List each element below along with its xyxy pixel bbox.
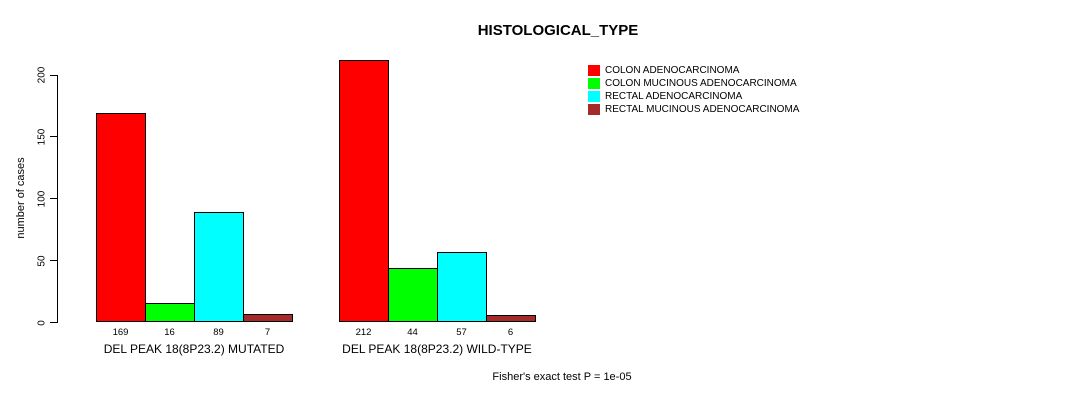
y-tick-label: 100 <box>36 190 48 208</box>
chart-title: HISTOLOGICAL_TYPE <box>477 22 639 39</box>
bar-value-label: 6 <box>507 327 514 338</box>
bar-value-label: 44 <box>407 327 418 338</box>
bar-value-label: 89 <box>213 327 224 338</box>
bar <box>437 251 487 323</box>
legend-item: COLON ADENOCARCINOMA <box>588 64 799 77</box>
legend-label: COLON ADENOCARCINOMA <box>605 65 740 76</box>
bar <box>145 302 195 323</box>
bar <box>486 315 536 323</box>
legend-swatch <box>588 104 600 115</box>
y-tick-label: 50 <box>36 255 48 267</box>
group-label: DEL PEAK 18(8P23.2) WILD-TYPE <box>342 342 532 356</box>
bar <box>339 60 389 323</box>
y-tick <box>50 74 58 76</box>
legend-label: COLON MUCINOUS ADENOCARCINOMA <box>605 78 797 89</box>
y-tick <box>50 136 58 138</box>
legend-label: RECTAL ADENOCARCINOMA <box>605 91 743 102</box>
bar-value-label: 212 <box>355 327 372 338</box>
legend: COLON ADENOCARCINOMA COLON MUCINOUS ADENO… <box>588 64 799 116</box>
y-tick-label: 0 <box>36 319 48 326</box>
y-tick-label: 150 <box>36 128 48 146</box>
y-tick-label: 200 <box>36 66 48 84</box>
group-label: DEL PEAK 18(8P23.2) MUTATED <box>103 342 285 356</box>
legend-item: RECTAL ADENOCARCINOMA <box>588 90 799 103</box>
legend-swatch <box>588 65 600 76</box>
y-tick <box>50 260 58 262</box>
bar <box>388 268 438 323</box>
bar-value-label: 169 <box>112 327 129 338</box>
stat-annotation: Fisher's exact test P = 1e-05 <box>492 371 632 383</box>
y-tick <box>50 322 58 323</box>
y-axis-label: number of cases <box>15 157 27 239</box>
legend-item: RECTAL MUCINOUS ADENOCARCINOMA <box>588 103 799 116</box>
legend-label: RECTAL MUCINOUS ADENOCARCINOMA <box>605 104 800 115</box>
bar <box>96 113 146 323</box>
y-tick <box>50 198 58 200</box>
legend-swatch <box>588 78 600 89</box>
bar-value-label: 16 <box>164 327 175 338</box>
bar <box>194 212 244 323</box>
legend-swatch <box>588 91 600 102</box>
bar-value-label: 57 <box>456 327 467 338</box>
bar-value-label: 7 <box>264 327 271 338</box>
bar <box>243 313 293 323</box>
legend-item: COLON MUCINOUS ADENOCARCINOMA <box>588 77 799 90</box>
